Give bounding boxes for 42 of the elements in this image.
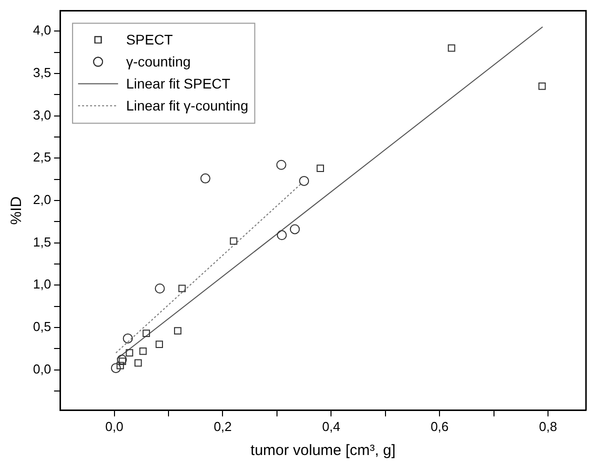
point (142, 330, 150, 338)
point (290, 224, 300, 234)
y-tick-label: 0,0 (32, 361, 52, 376)
point (276, 160, 286, 170)
point (538, 82, 546, 90)
x-tick-label: 0,2 (214, 418, 232, 434)
legend-label: Linear fit γ-counting (126, 98, 248, 114)
legend-label: Linear fit SPECT (126, 76, 231, 92)
point (118, 358, 126, 365)
point (110, 363, 121, 374)
point (156, 340, 163, 348)
point (448, 44, 456, 52)
y-tick-label: 1,0 (32, 276, 52, 292)
point (276, 230, 287, 240)
x-tick-label: 0,4 (322, 418, 340, 434)
y-tick-label: 2,5 (32, 150, 52, 165)
point (178, 284, 186, 292)
y-axis-title: %ID (8, 196, 26, 225)
point (200, 173, 210, 184)
point (154, 283, 165, 294)
legend-label: γ-counting (126, 54, 191, 70)
x-axis-title: tumor volume [cm³, g] (250, 442, 396, 460)
y-tick-label: 3,0 (32, 107, 52, 122)
point (116, 362, 124, 370)
point (116, 354, 127, 365)
point (139, 347, 147, 355)
point (126, 349, 134, 357)
point (134, 359, 142, 367)
point (122, 333, 133, 344)
legend-label: SPECT (126, 32, 174, 48)
point (230, 237, 238, 245)
point (316, 164, 324, 172)
y-tick-label: 0,5 (32, 319, 52, 334)
x-tick-label: 0,0 (105, 418, 124, 434)
x-tick-label: 0,8 (539, 418, 558, 434)
y-tick-label: 1,5 (32, 234, 52, 250)
y-tick-label: 2,0 (32, 192, 52, 208)
y-tick-label: 4,0 (32, 22, 52, 38)
x-tick-label: 0,6 (430, 418, 449, 434)
point (174, 327, 182, 334)
point (299, 176, 310, 186)
y-tick-label: 3,5 (32, 65, 52, 80)
